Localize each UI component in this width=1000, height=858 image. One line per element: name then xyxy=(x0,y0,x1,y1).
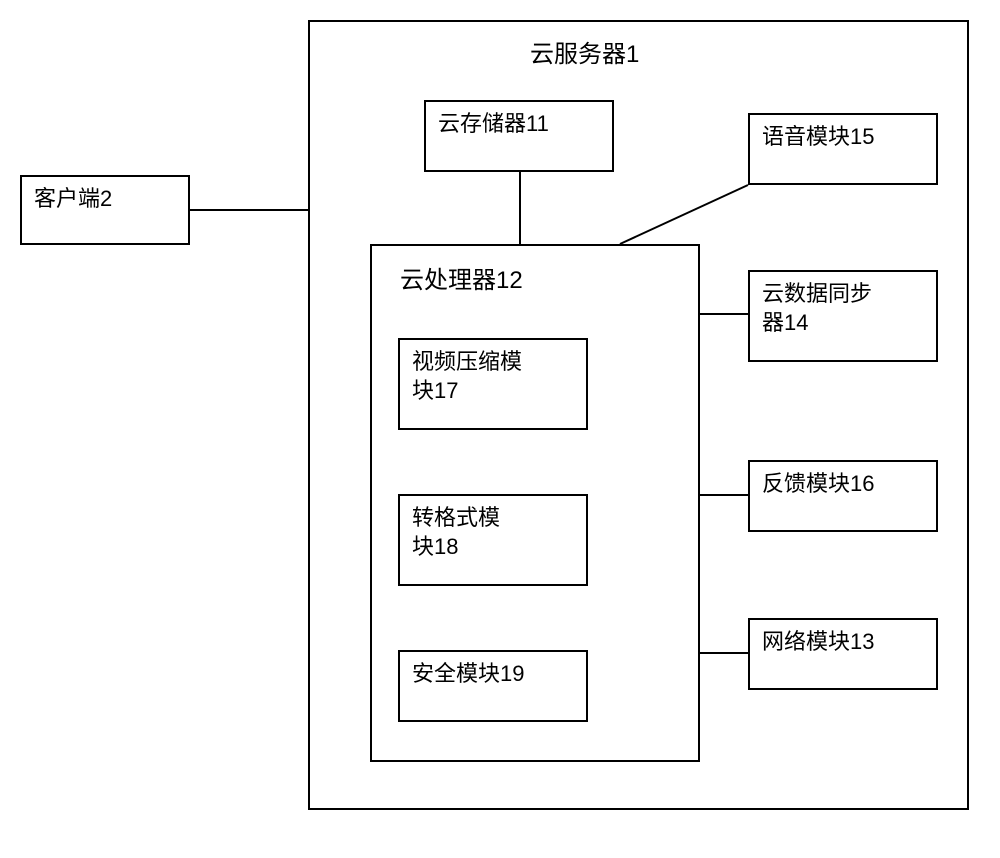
node-box: 安全模块19 xyxy=(398,650,588,722)
node-box: 转格式模 块18 xyxy=(398,494,588,586)
diagram-canvas: 云服务器1客户端2云存储器11语音模块15云处理器12视频压缩模 块17转格式模… xyxy=(0,0,1000,858)
connector-line xyxy=(519,172,521,244)
node-box: 反馈模块16 xyxy=(748,460,938,532)
node-box: 网络模块13 xyxy=(748,618,938,690)
node-box: 云存储器11 xyxy=(424,100,614,172)
connector-line xyxy=(190,209,308,211)
connector-line xyxy=(700,494,748,496)
node-box: 客户端2 xyxy=(20,175,190,245)
connector-line xyxy=(700,652,748,654)
node-box: 视频压缩模 块17 xyxy=(398,338,588,430)
connector-line xyxy=(700,313,748,315)
node-box: 云数据同步 器14 xyxy=(748,270,938,362)
node-box: 语音模块15 xyxy=(748,113,938,185)
